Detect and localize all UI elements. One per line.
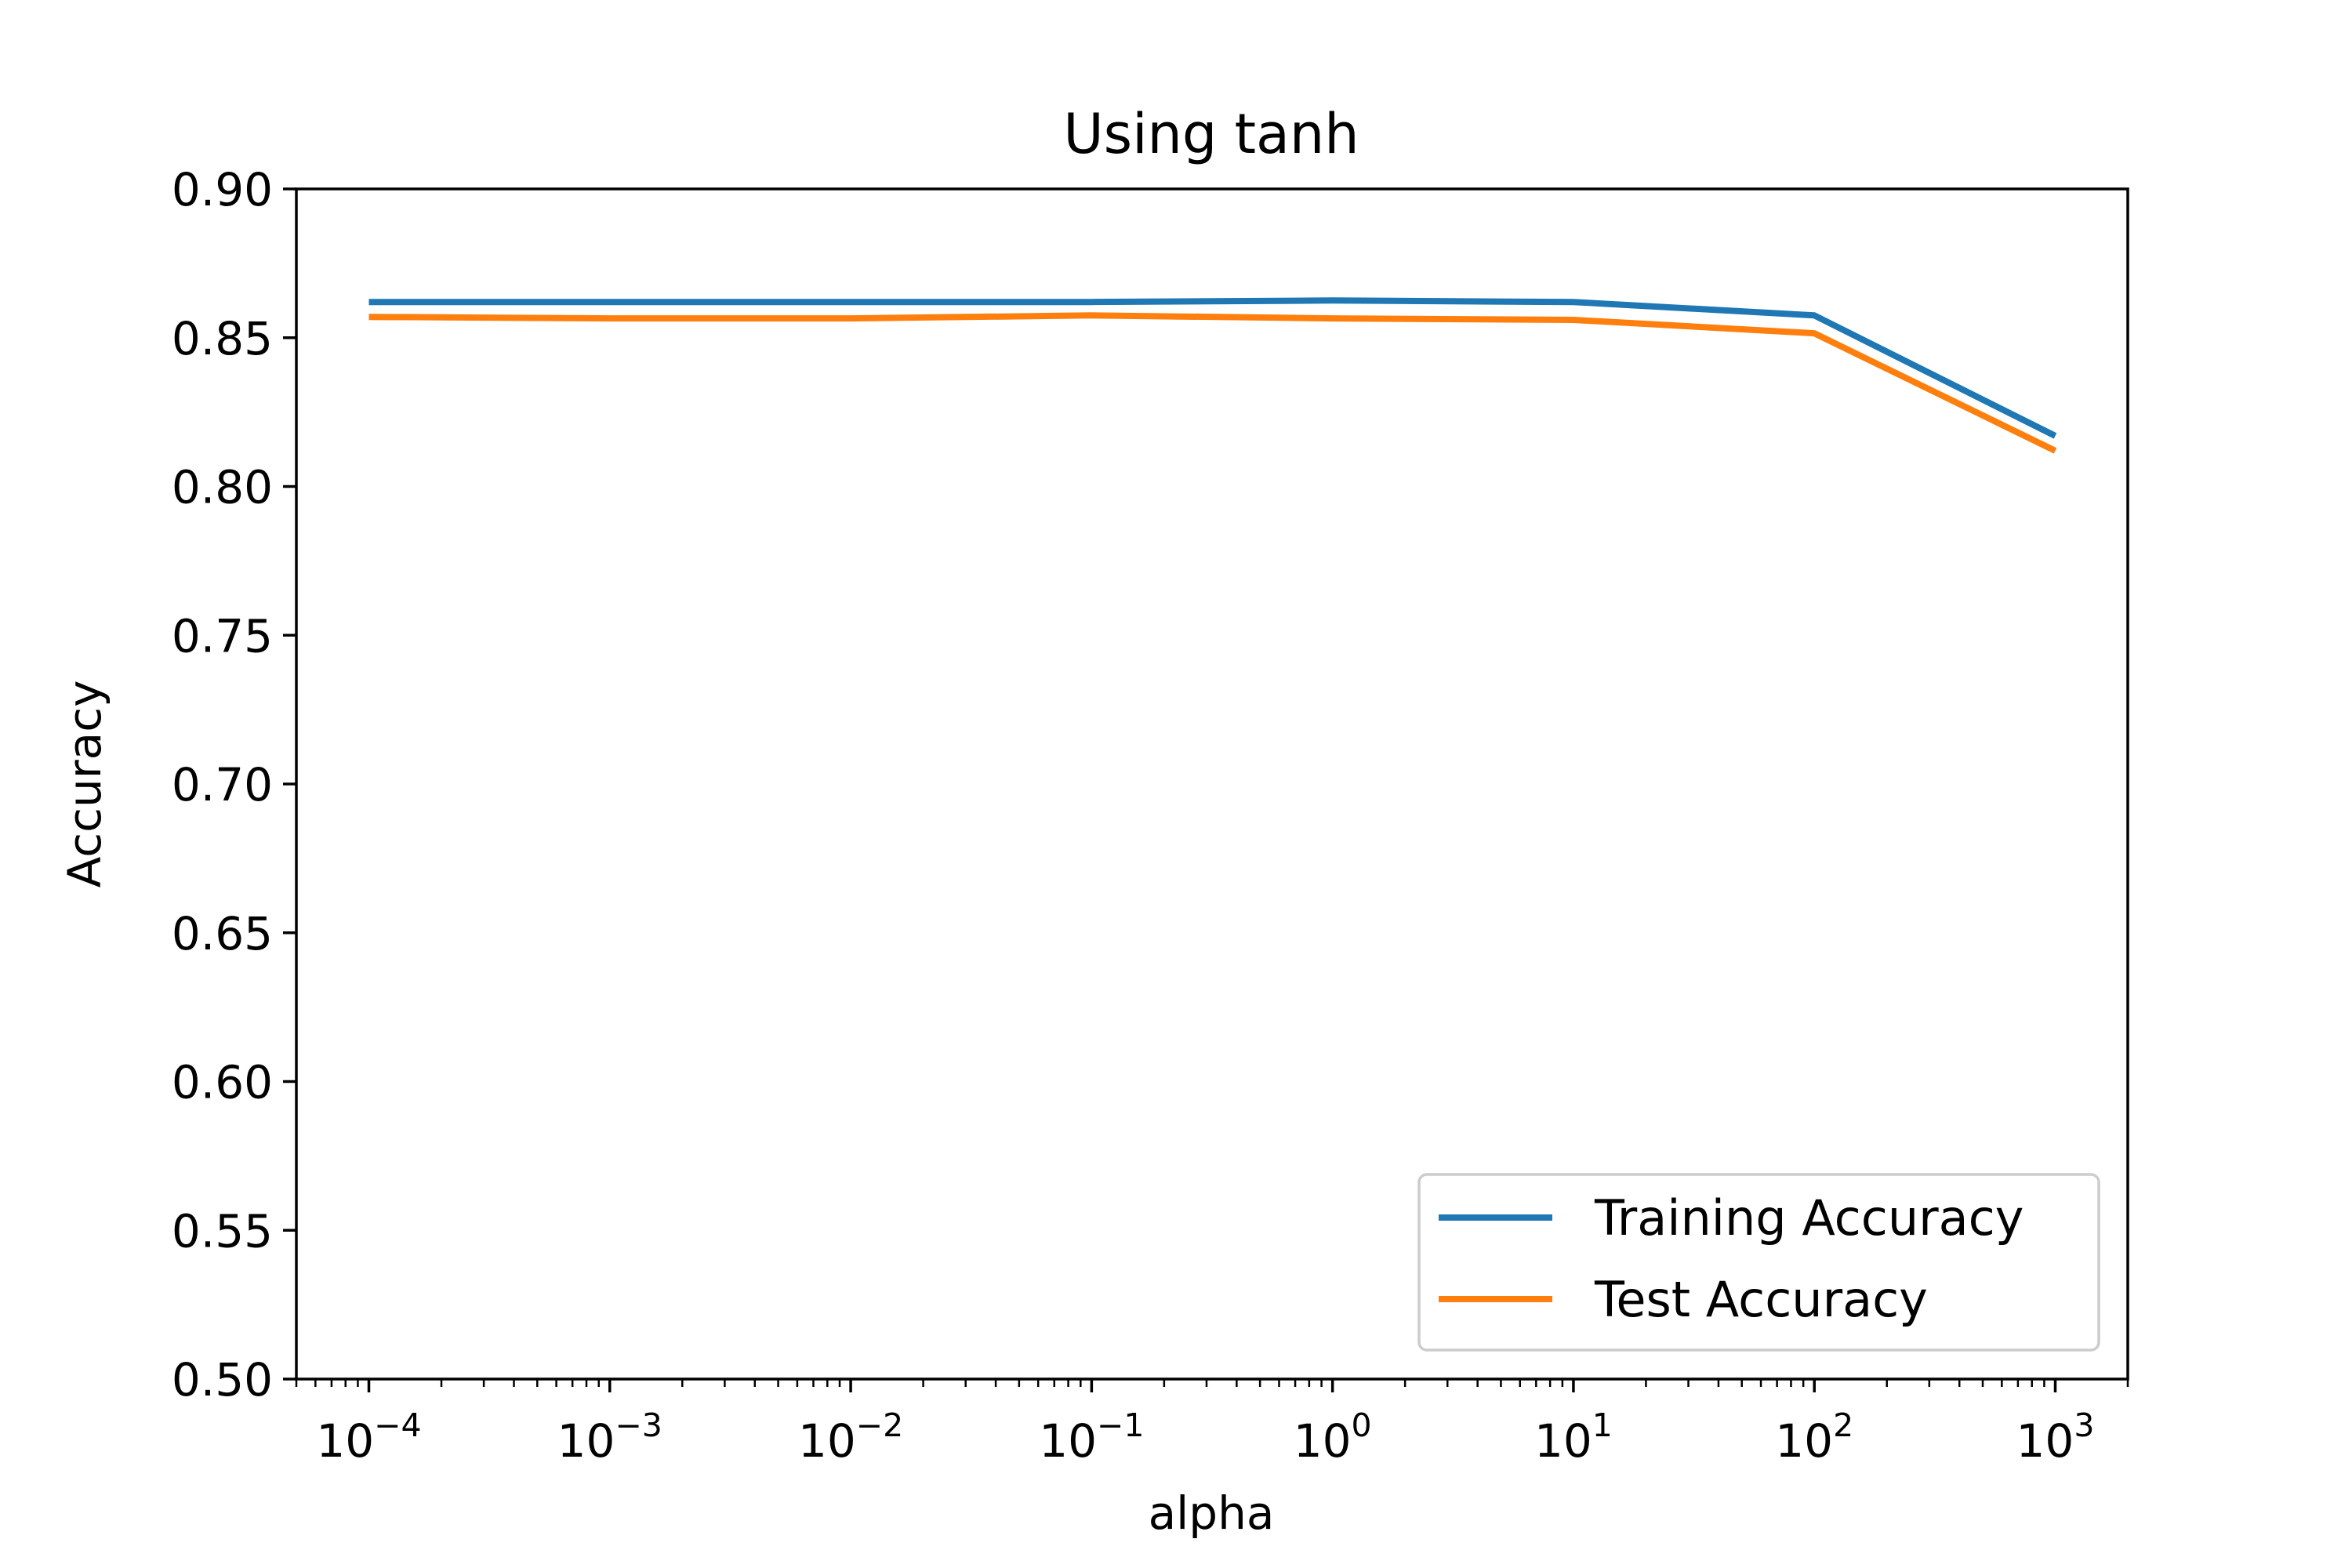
- x-tick-label: 100: [1294, 1406, 1372, 1468]
- series-line-0: [368, 297, 2057, 439]
- legend-label-0: Training Accuracy: [1594, 1189, 2024, 1247]
- x-tick-label: 10−4: [316, 1406, 421, 1468]
- y-tick-label: 0.80: [172, 461, 273, 514]
- y-tick-label: 0.85: [172, 312, 273, 365]
- y-tick-label: 0.60: [172, 1056, 273, 1109]
- y-tick-label: 0.55: [172, 1204, 273, 1258]
- x-axis-label: alpha: [1149, 1486, 1275, 1540]
- y-axis-label: Accuracy: [58, 681, 111, 888]
- series-layer: [368, 297, 2057, 454]
- x-tick-label: 10−3: [557, 1406, 662, 1468]
- legend-box: [1417, 1173, 2100, 1352]
- series-line-1: [368, 312, 2057, 454]
- legend: Training Accuracy Test Accuracy: [1417, 1173, 2100, 1352]
- x-tick-label: 10−2: [798, 1406, 903, 1468]
- x-tick-label: 10−1: [1039, 1406, 1144, 1468]
- y-tick-label: 0.70: [172, 758, 273, 811]
- x-tick-label: 103: [2016, 1406, 2095, 1468]
- y-tick-label: 0.90: [172, 163, 273, 216]
- x-axis: 10−4 10−3 10−2 10−1 100 101 102 103: [295, 1379, 2129, 1468]
- y-tick-label: 0.65: [172, 907, 273, 960]
- x-tick-label: 102: [1775, 1406, 1853, 1468]
- y-tick-label: 0.75: [172, 609, 273, 662]
- y-axis: 0.50 0.55 0.60 0.65 0.70 0.75 0.80 0.85 0.90: [172, 163, 296, 1406]
- y-tick-label: 0.50: [172, 1353, 273, 1406]
- x-tick-label: 101: [1534, 1406, 1613, 1468]
- chart-title: Using tanh: [1063, 102, 1359, 166]
- legend-label-1: Test Accuracy: [1594, 1271, 1928, 1328]
